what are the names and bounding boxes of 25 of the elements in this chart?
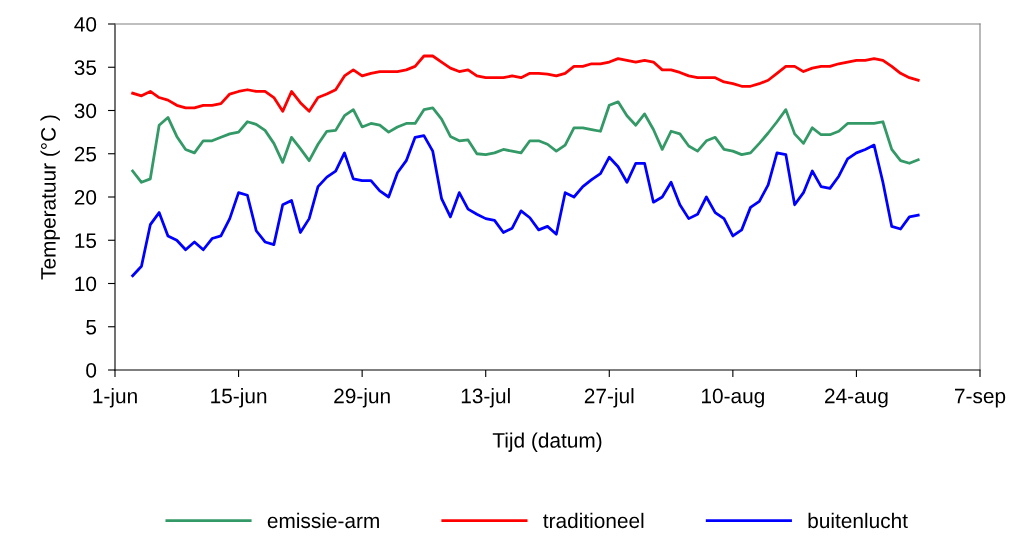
- x-tick-label: 27-jul: [584, 388, 634, 408]
- y-tick-label: 10: [75, 276, 97, 292]
- legend-label: buitenlucht: [808, 512, 908, 529]
- x-tick-label: 7-sep: [955, 388, 1006, 408]
- line-series: [131, 134, 920, 278]
- y-tick-label: 15: [75, 233, 97, 248]
- x-axis-title: Tijd (datum): [492, 432, 602, 452]
- y-tick-label: 40: [74, 17, 97, 32]
- y-tick-label: 25: [74, 146, 97, 162]
- x-tick-label: 29-jun: [334, 388, 390, 408]
- x-tick-label: 10-aug: [702, 388, 764, 408]
- legend-label: traditioneel: [543, 512, 644, 529]
- y-tick-label: 20: [74, 190, 97, 205]
- x-tick-label: 1-jun: [93, 388, 137, 408]
- legend-label: emissie-arm: [267, 512, 379, 529]
- y-axis-title: Temperatuur (°C ): [40, 115, 60, 280]
- y-tick-label: 0: [86, 363, 97, 378]
- x-tick-label: 13-jul: [461, 388, 510, 408]
- y-tick-label: 35: [74, 60, 97, 75]
- line-series: [131, 54, 920, 113]
- y-tick-label: 30: [74, 103, 97, 119]
- line-series: [131, 100, 920, 184]
- y-tick-label: 5: [86, 319, 97, 335]
- x-tick-label: 24-aug: [825, 388, 888, 408]
- x-tick-label: 15-jun: [211, 388, 267, 408]
